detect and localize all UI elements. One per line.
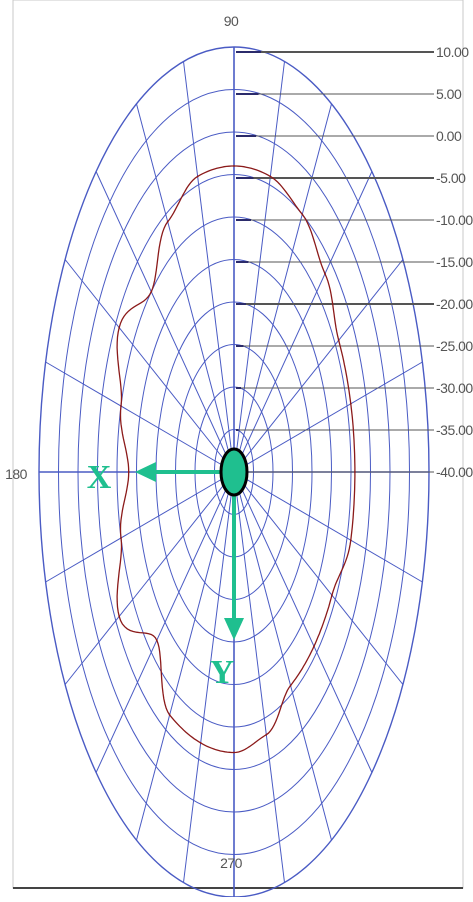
pattern-point-225 bbox=[155, 639, 158, 642]
ring-label: -10.00 bbox=[436, 212, 473, 228]
pattern-point-180 bbox=[127, 471, 130, 473]
pattern-point-90 bbox=[233, 165, 235, 167]
ring-label: -25.00 bbox=[436, 338, 473, 354]
ring-label: 0.00 bbox=[436, 128, 462, 144]
ring-label: -5.00 bbox=[436, 170, 466, 186]
pattern-point-345 bbox=[349, 539, 352, 542]
pattern-point-150 bbox=[118, 326, 121, 329]
pattern-point-120 bbox=[166, 220, 169, 223]
ring-label: -40.00 bbox=[436, 464, 473, 480]
pattern-point-300 bbox=[289, 684, 292, 687]
pattern-point-75 bbox=[269, 175, 272, 178]
pattern-point-255 bbox=[199, 742, 202, 744]
pattern-point-195 bbox=[120, 537, 122, 539]
axis-annotations bbox=[135, 447, 249, 640]
ring-label-leaders bbox=[236, 51, 434, 473]
ring-label: -20.00 bbox=[436, 296, 473, 312]
pattern-point-105 bbox=[196, 175, 199, 178]
ring-label: -15.00 bbox=[436, 254, 473, 270]
ring-label: 5.00 bbox=[436, 86, 462, 102]
center-marker bbox=[219, 447, 249, 497]
x-arrow-head bbox=[135, 462, 156, 482]
pattern-point-315 bbox=[313, 645, 315, 648]
x-axis-label: X bbox=[87, 459, 112, 496]
pattern-point-15 bbox=[349, 402, 352, 405]
angle-label-90: 90 bbox=[224, 13, 239, 29]
pattern-point-60 bbox=[301, 213, 304, 216]
y-axis-label: Y bbox=[210, 654, 235, 691]
pattern-point-165 bbox=[120, 405, 122, 407]
pattern-point-330 bbox=[331, 594, 333, 597]
ring-labels: 10.00 5.00 0.00 -5.00 -10.00 -15.00 -20.00 -25.… bbox=[436, 44, 473, 480]
pattern-series bbox=[116, 165, 356, 754]
pattern-point-0 bbox=[354, 471, 356, 473]
angle-label-270: 270 bbox=[220, 855, 243, 871]
pattern-point-45 bbox=[324, 272, 326, 275]
pattern-point-285 bbox=[265, 733, 268, 736]
pattern-point-135 bbox=[150, 290, 153, 293]
pattern-point-270 bbox=[233, 751, 235, 754]
pattern-point-30 bbox=[337, 339, 340, 342]
pattern-point-240 bbox=[168, 714, 171, 716]
ring-label: -30.00 bbox=[436, 380, 473, 396]
y-arrow-head bbox=[224, 618, 244, 640]
pattern-point-210 bbox=[118, 615, 121, 618]
ring-label: -35.00 bbox=[436, 422, 473, 438]
angle-label-180: 180 bbox=[5, 466, 28, 482]
ring-label: 10.00 bbox=[436, 44, 469, 60]
